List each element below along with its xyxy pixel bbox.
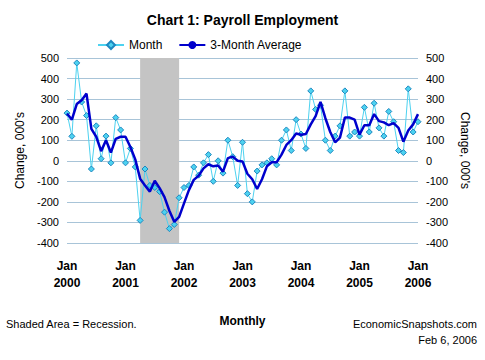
- svg-text:200: 200: [426, 114, 444, 126]
- svg-text:500: 500: [41, 52, 59, 64]
- svg-text:Jan: Jan: [57, 259, 78, 273]
- svg-text:200: 200: [41, 114, 59, 126]
- svg-text:0: 0: [426, 155, 432, 167]
- svg-text:100: 100: [41, 134, 59, 146]
- svg-text:-400: -400: [37, 237, 59, 249]
- svg-text:3-Month Average: 3-Month Average: [210, 38, 301, 52]
- svg-text:Jan: Jan: [174, 259, 195, 273]
- svg-text:Jan: Jan: [232, 259, 253, 273]
- svg-text:2006: 2006: [405, 276, 432, 290]
- svg-text:-400: -400: [426, 237, 448, 249]
- svg-text:-100: -100: [37, 175, 59, 187]
- svg-text:Feb 6, 2006: Feb 6, 2006: [418, 334, 477, 346]
- svg-text:2002: 2002: [171, 276, 198, 290]
- svg-text:Jan: Jan: [115, 259, 136, 273]
- svg-text:Jan: Jan: [349, 259, 370, 273]
- svg-text:Jan: Jan: [408, 259, 429, 273]
- svg-text:2004: 2004: [288, 276, 315, 290]
- svg-text:Shaded Area = Recession.: Shaded Area = Recession.: [6, 318, 137, 330]
- svg-text:EconomicSnapshots.com: EconomicSnapshots.com: [353, 318, 477, 330]
- svg-text:-300: -300: [426, 216, 448, 228]
- svg-text:400: 400: [41, 73, 59, 85]
- svg-text:Monthly: Monthly: [220, 314, 266, 328]
- svg-text:2001: 2001: [112, 276, 139, 290]
- svg-text:Chart 1: Payroll Employment: Chart 1: Payroll Employment: [147, 12, 339, 28]
- svg-text:Jan: Jan: [291, 259, 312, 273]
- svg-text:400: 400: [426, 73, 444, 85]
- svg-text:0: 0: [53, 155, 59, 167]
- svg-text:100: 100: [426, 134, 444, 146]
- svg-text:-300: -300: [37, 216, 59, 228]
- svg-text:-200: -200: [426, 196, 448, 208]
- svg-text:2000: 2000: [54, 276, 81, 290]
- svg-text:300: 300: [41, 93, 59, 105]
- svg-text:500: 500: [426, 52, 444, 64]
- svg-text:Month: Month: [129, 38, 162, 52]
- svg-text:-200: -200: [37, 196, 59, 208]
- svg-text:2003: 2003: [229, 276, 256, 290]
- svg-text:2005: 2005: [346, 276, 373, 290]
- svg-text:Change, 000's: Change, 000's: [458, 112, 472, 189]
- svg-text:-100: -100: [426, 175, 448, 187]
- svg-text:Change, 000's: Change, 000's: [13, 112, 27, 189]
- svg-text:300: 300: [426, 93, 444, 105]
